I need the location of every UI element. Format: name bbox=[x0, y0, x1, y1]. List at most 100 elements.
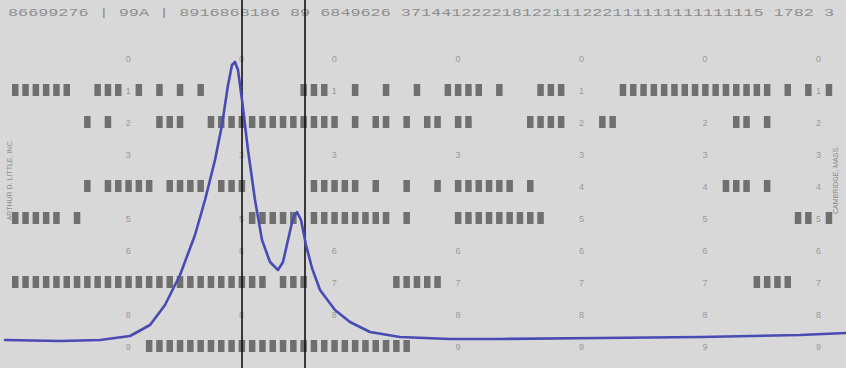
punch-hole bbox=[548, 116, 555, 128]
punch-hole bbox=[94, 276, 101, 288]
punch-hole bbox=[300, 276, 307, 288]
punch-hole bbox=[228, 116, 235, 128]
punch-hole bbox=[373, 340, 380, 352]
punch-hole bbox=[208, 276, 215, 288]
punch-hole bbox=[22, 84, 29, 96]
punch-hole bbox=[115, 180, 122, 192]
punch-hole bbox=[125, 180, 132, 192]
punch-hole bbox=[156, 276, 163, 288]
punch-hole bbox=[671, 84, 678, 96]
punch-hole bbox=[764, 180, 771, 192]
card-digit: 9 bbox=[126, 342, 131, 352]
card-digit: 6 bbox=[332, 246, 337, 256]
punch-hole bbox=[300, 340, 307, 352]
punch-hole bbox=[723, 180, 730, 192]
punch-hole bbox=[527, 116, 534, 128]
punch-hole bbox=[249, 276, 256, 288]
punch-hole bbox=[300, 84, 307, 96]
punch-hole bbox=[486, 212, 493, 224]
punch-hole bbox=[496, 180, 503, 192]
card-digit: 3 bbox=[126, 150, 131, 160]
card-digit: 9 bbox=[455, 342, 460, 352]
punch-hole bbox=[506, 180, 513, 192]
punch-hole bbox=[156, 340, 163, 352]
punch-hole bbox=[743, 180, 750, 192]
card-digit: 0 bbox=[703, 54, 708, 64]
punch-hole bbox=[177, 340, 184, 352]
card-digit: 0 bbox=[816, 54, 821, 64]
card-digit: 2 bbox=[816, 118, 821, 128]
punch-hole bbox=[383, 116, 390, 128]
card-digit: 3 bbox=[579, 150, 584, 160]
punch-hole bbox=[640, 84, 647, 96]
punch-hole bbox=[558, 116, 565, 128]
punch-hole bbox=[445, 84, 452, 96]
punch-hole bbox=[321, 180, 328, 192]
card-digit: 5 bbox=[579, 214, 584, 224]
punch-hole bbox=[197, 180, 204, 192]
punch-hole bbox=[321, 84, 328, 96]
punch-hole bbox=[424, 276, 431, 288]
card-digit: 6 bbox=[816, 246, 821, 256]
card-digit: 5 bbox=[703, 214, 708, 224]
punch-hole bbox=[228, 340, 235, 352]
punch-hole bbox=[548, 84, 555, 96]
punch-hole bbox=[74, 212, 81, 224]
punch-hole bbox=[331, 212, 338, 224]
punch-hole bbox=[702, 84, 709, 96]
punch-hole bbox=[362, 340, 369, 352]
card-digit: 2 bbox=[126, 118, 131, 128]
punch-hole bbox=[197, 340, 204, 352]
punch-hole bbox=[352, 84, 359, 96]
punch-hole bbox=[805, 84, 812, 96]
punch-hole bbox=[455, 84, 462, 96]
card-digit: 4 bbox=[579, 182, 584, 192]
punch-hole bbox=[537, 84, 544, 96]
card-digit: 0 bbox=[332, 54, 337, 64]
punch-hole bbox=[218, 276, 225, 288]
punch-hole bbox=[403, 340, 410, 352]
punch-hole bbox=[74, 276, 81, 288]
punch-hole bbox=[249, 340, 256, 352]
punch-hole bbox=[270, 116, 277, 128]
punch-hole bbox=[795, 212, 802, 224]
card-digit: 8 bbox=[703, 310, 708, 320]
punch-hole bbox=[342, 340, 349, 352]
punch-hole bbox=[208, 116, 215, 128]
punch-hole bbox=[465, 212, 472, 224]
punch-hole bbox=[136, 180, 143, 192]
punch-hole bbox=[22, 212, 29, 224]
punch-hole bbox=[187, 180, 194, 192]
punch-hole bbox=[465, 116, 472, 128]
punch-hole bbox=[43, 276, 50, 288]
punch-hole bbox=[537, 116, 544, 128]
punch-hole bbox=[403, 180, 410, 192]
card-digit: 4 bbox=[816, 182, 821, 192]
chart: 0000000111112222333333344455555666666677… bbox=[0, 0, 846, 368]
punch-hole bbox=[136, 84, 143, 96]
punch-hole bbox=[33, 276, 40, 288]
punch-hole bbox=[558, 84, 565, 96]
punch-hole bbox=[733, 180, 740, 192]
punch-hole bbox=[764, 116, 771, 128]
punch-hole bbox=[373, 116, 380, 128]
punch-hole bbox=[465, 84, 472, 96]
punch-hole bbox=[723, 84, 730, 96]
punch-hole bbox=[754, 84, 761, 96]
punch-hole bbox=[352, 340, 359, 352]
punch-hole bbox=[53, 276, 60, 288]
punch-hole bbox=[321, 340, 328, 352]
punch-hole bbox=[630, 84, 637, 96]
punch-hole bbox=[290, 116, 297, 128]
punch-hole bbox=[311, 116, 318, 128]
card-digit: 0 bbox=[579, 54, 584, 64]
punch-hole bbox=[228, 180, 235, 192]
card-digit: 7 bbox=[703, 278, 708, 288]
punch-hole bbox=[764, 276, 771, 288]
punch-hole bbox=[692, 84, 699, 96]
card-digit: 6 bbox=[579, 246, 584, 256]
punch-hole bbox=[146, 340, 153, 352]
card-digit: 1 bbox=[579, 86, 584, 96]
punch-hole bbox=[300, 116, 307, 128]
card-digit: 6 bbox=[703, 246, 708, 256]
